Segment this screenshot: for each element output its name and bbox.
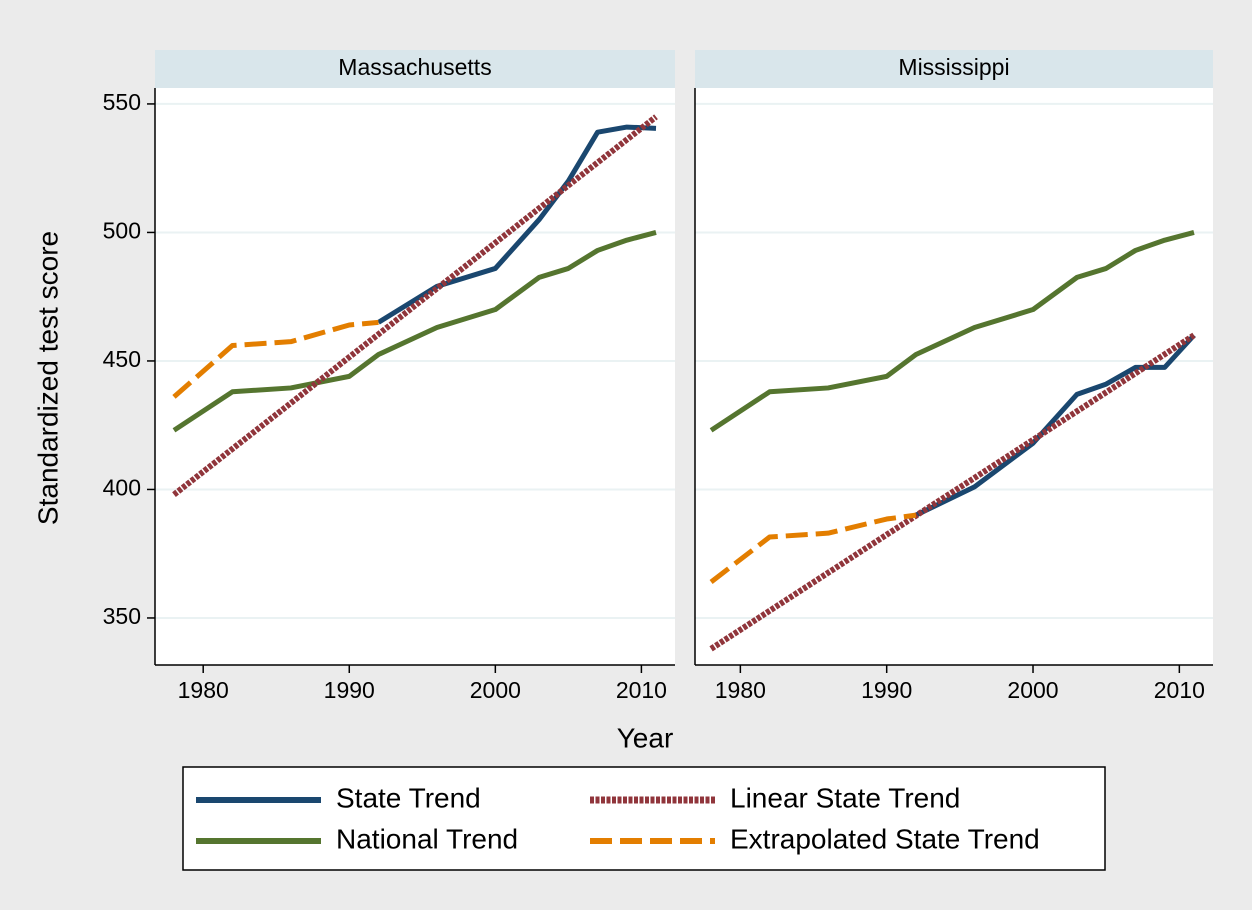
y-tick-label: 550	[103, 89, 141, 115]
panel-strip	[155, 50, 675, 88]
x-tick-label: 2010	[616, 677, 667, 703]
legend-label: State Trend	[336, 782, 481, 813]
x-tick-label: 1980	[178, 677, 229, 703]
series-line	[709, 332, 1196, 652]
series-line	[709, 512, 917, 584]
y-axis-label: Standardized test score	[32, 231, 63, 525]
panel-title: Mississippi	[898, 54, 1009, 80]
legend-label: Linear State Trend	[730, 782, 960, 813]
panel-strip	[695, 50, 1213, 88]
x-tick-label: 1990	[861, 677, 912, 703]
series-line	[914, 333, 1196, 518]
x-tick-label: 2000	[1007, 677, 1058, 703]
series-line	[172, 230, 657, 433]
x-tick-label: 1980	[715, 677, 766, 703]
legend-label: Extrapolated State Trend	[730, 823, 1040, 854]
plot-area	[155, 88, 675, 665]
panel-title: Massachusetts	[338, 54, 491, 80]
y-tick-label: 500	[103, 218, 141, 244]
y-tick-label: 350	[103, 603, 141, 629]
x-tick-label: 2000	[470, 677, 521, 703]
series-line	[172, 114, 658, 497]
x-tick-label: 2010	[1154, 677, 1205, 703]
legend-box	[182, 766, 1106, 871]
legend-label: National Trend	[336, 823, 518, 854]
x-tick-label: 1990	[324, 677, 375, 703]
y-tick-label: 450	[103, 346, 141, 372]
x-axis-label: Year	[617, 722, 674, 753]
y-tick-label: 400	[103, 475, 141, 501]
series-line	[172, 319, 379, 399]
series-line	[709, 230, 1195, 433]
